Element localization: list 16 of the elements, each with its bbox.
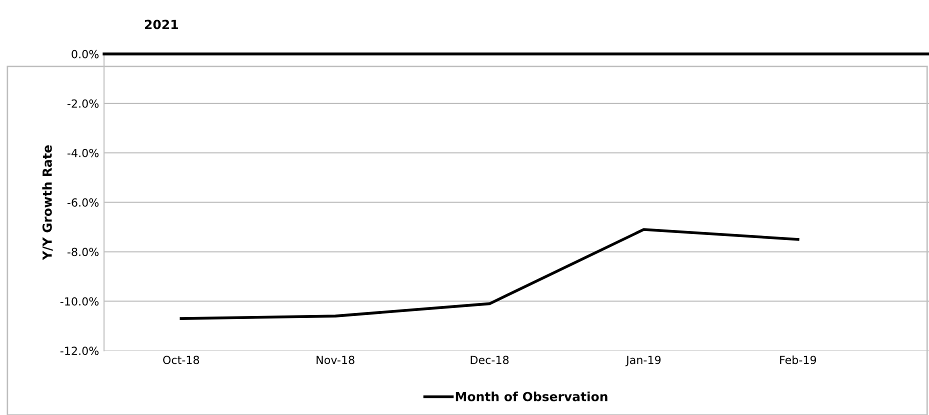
y-tick-label: -12.0% — [60, 346, 99, 356]
x-tick-label: Dec-18 — [470, 356, 509, 364]
x-tick-label: Feb-19 — [780, 356, 816, 364]
y-tick-label: -6.0% — [67, 198, 99, 207]
y-tick-label: -10.0% — [60, 297, 99, 306]
x-tick-label: Oct-18 — [163, 356, 200, 364]
legend-label: Month of Observation — [456, 392, 608, 402]
line-series — [180, 228, 800, 320]
y-tick-label: 0.0% — [72, 50, 99, 58]
y-tick-label: -4.0% — [67, 148, 99, 158]
y-tick-label: -2.0% — [67, 99, 99, 108]
chart-title: 2021 — [144, 20, 178, 30]
x-tick-label: Nov-18 — [316, 356, 354, 364]
y-axis-title: Y/Y Growth Rate — [42, 145, 53, 260]
x-tick-label: Jan-19 — [626, 356, 661, 366]
y-tick-label: -8.0% — [67, 248, 99, 256]
